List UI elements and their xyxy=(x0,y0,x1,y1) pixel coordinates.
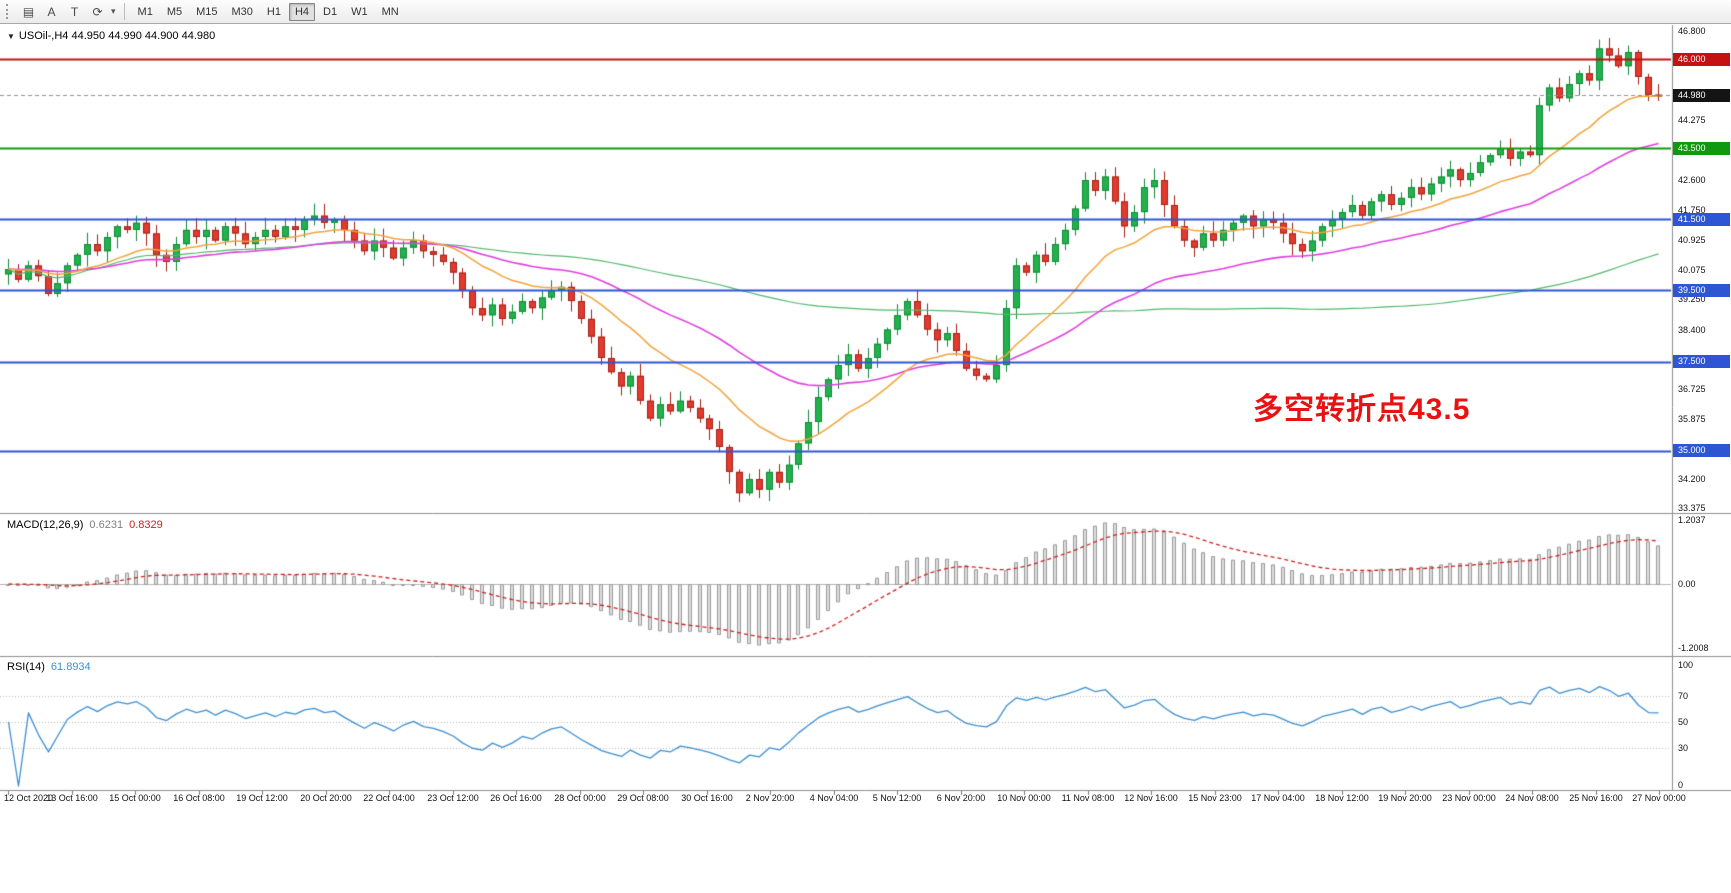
chart-grid-icon[interactable]: ▤ xyxy=(22,4,35,19)
price-level-badge-39.500[interactable]: 39.500 xyxy=(1673,283,1730,297)
macd-main-value: 0.6231 xyxy=(89,519,124,531)
rsi-scale-label: 70 xyxy=(1678,691,1689,702)
toolbar-separator xyxy=(123,3,125,20)
time-axis-label: 2 Nov 20:00 xyxy=(745,793,795,803)
price-tick-label: 38.400 xyxy=(1678,324,1706,335)
time-axis-label: 12 Oct 2020 xyxy=(4,793,54,803)
timeframe-button-h4[interactable]: H4 xyxy=(288,2,316,21)
chart-ohlc-line: ▼ USOil-,H4 44.950 44.990 44.900 44.980 xyxy=(7,30,215,42)
price-tick-label: 35.875 xyxy=(1678,414,1706,425)
rsi-panel[interactable] xyxy=(0,658,1671,789)
time-axis-label: 15 Oct 00:00 xyxy=(109,793,161,803)
price-level-badge-37.500[interactable]: 37.500 xyxy=(1673,355,1730,369)
macd-label: MACD(12,26,9) 0.6231 0.8329 xyxy=(7,519,163,531)
ohlc-values: 44.950 44.990 44.900 44.980 xyxy=(71,30,216,42)
time-axis-label: 19 Oct 12:00 xyxy=(236,793,288,803)
price-tick-label: 42.600 xyxy=(1678,175,1706,186)
time-axis-label: 23 Oct 12:00 xyxy=(427,793,479,803)
macd-scale-label: 0.00 xyxy=(1678,579,1696,589)
template-tool-icon[interactable]: T xyxy=(70,4,79,19)
price-tick-label: 40.075 xyxy=(1678,264,1706,275)
time-axis-label: 25 Nov 16:00 xyxy=(1569,793,1623,803)
toolbar: ▤ A T ⟳ ▾ M1 M5 M15 M30 H1 H4 D1 W1 MN xyxy=(0,0,1731,24)
price-level-badge-43.500[interactable]: 43.500 xyxy=(1673,141,1730,155)
price-tick-label: 33.375 xyxy=(1678,503,1706,514)
timeframe-button-group: M1 M5 M15 M30 H1 H4 D1 W1 MN xyxy=(131,2,406,21)
time-axis-label: 15 Nov 23:00 xyxy=(1188,793,1242,803)
annotation-text: 多空转折点43.5 xyxy=(1253,393,1471,426)
time-axis-label: 28 Oct 00:00 xyxy=(554,793,606,803)
time-axis-label: 24 Nov 08:00 xyxy=(1505,793,1559,803)
timeframe-button-m15[interactable]: M15 xyxy=(196,5,218,18)
time-axis-label: 30 Oct 16:00 xyxy=(681,793,733,803)
macd-signal-value: 0.8329 xyxy=(129,519,163,531)
price-tick-label: 44.275 xyxy=(1678,115,1706,126)
time-axis-label: 11 Nov 08:00 xyxy=(1061,793,1115,803)
time-axis-label: 10 Nov 00:00 xyxy=(997,793,1051,803)
main-chart-plot[interactable] xyxy=(0,25,1671,513)
price-tick-label: 39.250 xyxy=(1678,294,1706,305)
timeframe-button-w1[interactable]: W1 xyxy=(351,5,368,18)
price-tick-label: 46.800 xyxy=(1678,25,1706,36)
time-axis-label: 19 Nov 20:00 xyxy=(1378,793,1432,803)
time-axis-label: 26 Oct 16:00 xyxy=(490,793,542,803)
time-axis-label: 29 Oct 08:00 xyxy=(617,793,669,803)
timeframe-button-m5[interactable]: M5 xyxy=(166,5,183,18)
dropdown-caret-icon[interactable]: ▾ xyxy=(111,6,116,16)
price-level-badge-41.500[interactable]: 41.500 xyxy=(1673,212,1730,226)
time-axis-label: 17 Nov 04:00 xyxy=(1251,793,1305,803)
price-tick-label: 34.200 xyxy=(1678,473,1706,484)
rsi-value: 61.8934 xyxy=(50,661,91,673)
time-axis-label: 22 Oct 04:00 xyxy=(363,793,415,803)
rsi-splitter[interactable] xyxy=(0,654,1731,658)
price-level-badge-46.000[interactable]: 46.000 xyxy=(1673,52,1730,66)
price-tick-label: 40.925 xyxy=(1678,234,1706,245)
timeframe-button-h1[interactable]: H1 xyxy=(266,5,281,18)
price-level-badge-35.000[interactable]: 35.000 xyxy=(1673,444,1730,457)
toolbar-drag-handle[interactable] xyxy=(6,4,11,19)
macd-name: MACD(12,26,9) xyxy=(7,519,84,531)
time-axis-label: 16 Oct 08:00 xyxy=(173,793,225,803)
time-axis-label: 20 Oct 20:00 xyxy=(300,793,352,803)
collapse-icon[interactable]: ▼ xyxy=(7,32,15,41)
time-axis-label: 13 Oct 16:00 xyxy=(46,793,98,803)
symbol-label: USOil-,H4 xyxy=(18,30,69,42)
rsi-scale-label: 0 xyxy=(1678,780,1684,790)
timeframe-button-m1[interactable]: M1 xyxy=(137,5,153,18)
time-axis-label: 27 Nov 00:00 xyxy=(1632,793,1686,803)
price-tick-label: 41.750 xyxy=(1678,205,1706,216)
timeframe-button-mn[interactable]: MN xyxy=(381,5,399,18)
price-axis[interactable] xyxy=(1672,25,1731,790)
time-axis-label: 23 Nov 00:00 xyxy=(1442,793,1496,803)
rsi-label: RSI(14) 61.8934 xyxy=(7,661,91,673)
font-tool-icon[interactable]: A xyxy=(47,4,56,19)
price-tick-label: 36.725 xyxy=(1678,384,1706,395)
time-axis-label: 18 Nov 12:00 xyxy=(1315,793,1369,803)
rsi-scale-label: 30 xyxy=(1678,742,1689,753)
rsi-name: RSI(14) xyxy=(7,661,45,673)
macd-scale-label: 1.2037 xyxy=(1678,514,1706,525)
rsi-scale-label: 50 xyxy=(1678,717,1689,727)
rsi-scale-label: 100 xyxy=(1678,660,1694,670)
time-axis-label: 5 Nov 12:00 xyxy=(872,793,922,803)
timeframe-button-d1[interactable]: D1 xyxy=(323,5,338,18)
macd-splitter[interactable] xyxy=(0,512,1731,516)
toolbar-icon-group: ▤ A T ⟳ xyxy=(17,2,109,21)
time-axis-label: 6 Nov 20:00 xyxy=(936,793,986,803)
refresh-tool-icon[interactable]: ⟳ xyxy=(92,4,103,19)
macd-scale-label: -1.2008 xyxy=(1678,642,1709,653)
timeframe-button-m30[interactable]: M30 xyxy=(231,5,253,18)
time-axis-label: 12 Nov 16:00 xyxy=(1124,793,1178,803)
price-level-badge-44.980[interactable]: 44.980 xyxy=(1673,88,1730,102)
time-axis-label: 4 Nov 04:00 xyxy=(809,793,859,803)
macd-panel[interactable] xyxy=(0,516,1671,654)
